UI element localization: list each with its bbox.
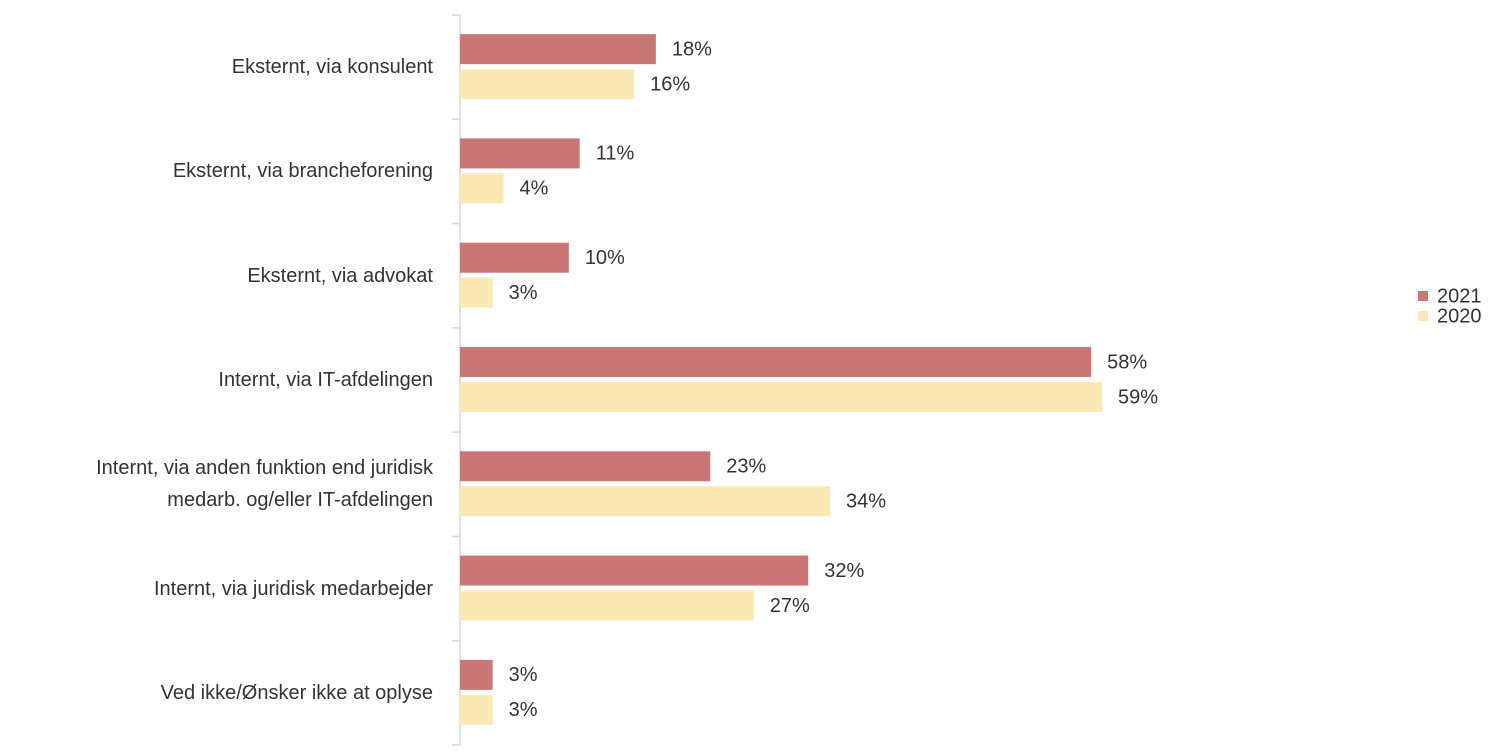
data-label: 23% [726, 456, 766, 478]
category-label: Eksternt, via brancheforening [172, 160, 433, 183]
bar [460, 555, 809, 586]
data-label: 58% [1107, 351, 1147, 373]
category-label: Internt, via anden funktion end juridisk… [96, 457, 433, 512]
bar [460, 277, 493, 308]
bar [460, 138, 580, 169]
bar [460, 34, 656, 65]
data-label: 32% [824, 560, 864, 582]
bar [460, 694, 493, 725]
data-label: 3% [509, 664, 538, 686]
category-label: Eksternt, via konsulent [231, 56, 433, 79]
bar [460, 451, 711, 482]
bar [460, 173, 504, 204]
bar [460, 659, 493, 690]
legend-swatch [1418, 311, 1428, 321]
legend-label: 2021 [1437, 285, 1482, 307]
bar [460, 242, 569, 273]
legend-swatch [1418, 291, 1428, 301]
data-label: 18% [672, 38, 712, 60]
bar [460, 347, 1092, 377]
category-label: Internt, via juridisk medarbejder [153, 577, 433, 600]
data-label: 27% [770, 595, 810, 617]
data-label: 59% [1118, 386, 1158, 408]
data-label: 34% [846, 491, 886, 513]
data-label: 10% [585, 247, 625, 269]
data-label: 4% [520, 178, 549, 200]
category-label: Internt, via IT-afdelingen [218, 369, 433, 391]
data-label: 11% [596, 143, 635, 165]
bar [460, 382, 1102, 412]
data-label: 16% [650, 73, 690, 95]
category-label: Eksternt, via advokat [247, 264, 433, 287]
legend-label: 2020 [1437, 305, 1482, 327]
data-label: 3% [509, 282, 538, 304]
category-label: Ved ikke/Ønsker ikke at oplyse [160, 681, 433, 704]
data-label: 3% [509, 699, 538, 721]
bar [460, 486, 830, 517]
bar [460, 69, 635, 100]
bar [460, 590, 754, 621]
